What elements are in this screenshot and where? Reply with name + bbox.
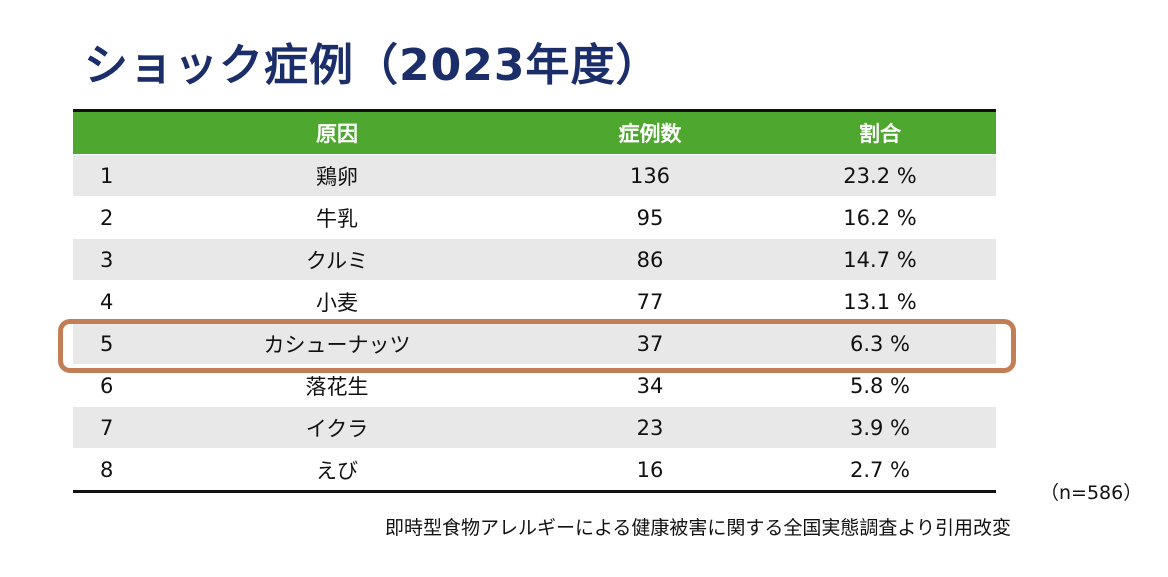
table-row: 3 クルミ 86 14.7 % [73, 239, 996, 280]
row-ratio: 23.2 % [843, 163, 917, 188]
row-count: 23 [636, 415, 664, 440]
row-rank: 6 [100, 373, 114, 398]
row-count: 86 [636, 247, 664, 272]
row-ratio: 13.1 % [843, 289, 917, 314]
row-count: 37 [636, 331, 664, 356]
row-count: 16 [636, 457, 664, 482]
page-title: ショック症例（2023年度） [84, 40, 661, 91]
shock-cases-table: 原因 症例数 割合 1 鶏卵 136 23.2 % 2 牛乳 95 16.2 %… [73, 109, 996, 493]
row-rank: 8 [100, 457, 114, 482]
table-row: 4 小麦 77 13.1 % [73, 281, 996, 322]
header-ratio: 割合 [859, 122, 901, 146]
row-count: 95 [636, 205, 664, 230]
row-cause: 落花生 [305, 374, 369, 399]
row-count: 34 [636, 373, 664, 398]
row-count: 136 [629, 163, 671, 188]
row-cause: イクラ [305, 416, 369, 441]
row-cause: カシューナッツ [263, 332, 411, 357]
header-cause: 原因 [316, 122, 358, 146]
row-cause: えび [316, 458, 358, 483]
table-row-highlighted: 5 カシューナッツ 37 6.3 % [73, 323, 996, 364]
source-citation: 即時型食物アレルギーによる健康被害に関する全国実態調査より引用改変 [385, 517, 1012, 539]
table-row: 8 えび 16 2.7 % [73, 449, 996, 490]
row-rank: 2 [100, 205, 114, 230]
row-cause: クルミ [305, 248, 369, 273]
table-row: 6 落花生 34 5.8 % [73, 365, 996, 406]
table-row: 7 イクラ 23 3.9 % [73, 407, 996, 448]
row-cause: 牛乳 [316, 206, 358, 231]
row-rank: 3 [100, 247, 114, 272]
row-ratio: 6.3 % [849, 331, 911, 356]
table-header-row: 原因 症例数 割合 [73, 112, 996, 154]
row-rank: 5 [100, 331, 114, 356]
row-rank: 4 [100, 289, 114, 314]
row-ratio: 14.7 % [843, 247, 917, 272]
row-ratio: 5.8 % [849, 373, 911, 398]
row-ratio: 16.2 % [843, 205, 917, 230]
row-rank: 1 [100, 163, 114, 188]
header-count: 症例数 [618, 122, 682, 146]
row-count: 77 [636, 289, 664, 314]
row-cause: 小麦 [316, 290, 358, 315]
table-row: 2 牛乳 95 16.2 % [73, 197, 996, 238]
sample-size-note: （n=586） [1040, 482, 1143, 504]
row-rank: 7 [100, 415, 114, 440]
row-ratio: 2.7 % [849, 457, 911, 482]
row-cause: 鶏卵 [316, 164, 358, 189]
table-row: 1 鶏卵 136 23.2 % [73, 155, 996, 196]
row-ratio: 3.9 % [849, 415, 911, 440]
